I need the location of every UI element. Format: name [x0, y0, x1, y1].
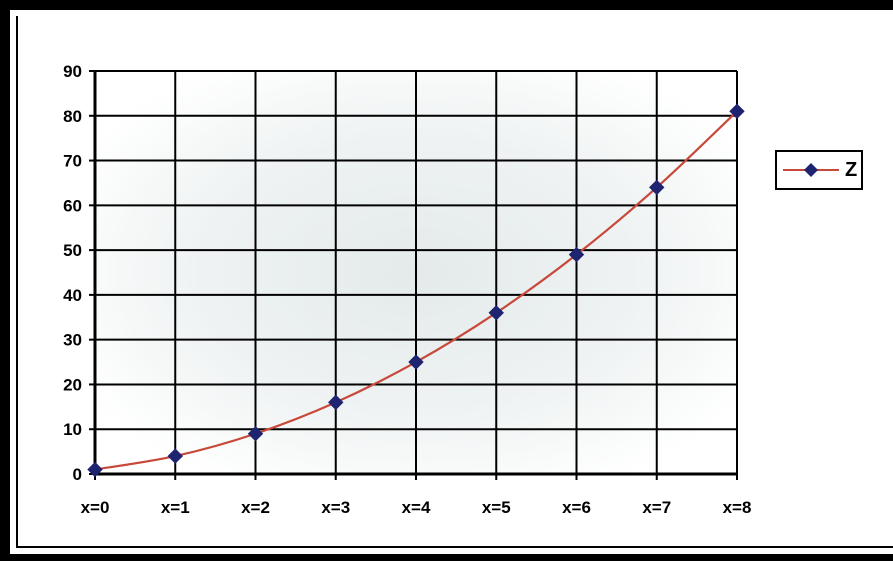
y-tick-label: 40 [63, 286, 82, 305]
data-point [488, 305, 504, 321]
x-tick-labels: x=0 x=1 x=2 x=3 x=4 x=5 x=6 x=7 x=8 [81, 498, 752, 517]
x-tick-label: x=2 [241, 498, 270, 517]
y-tick-label: 70 [63, 152, 82, 171]
legend-swatch [783, 163, 839, 177]
y-tick-label: 30 [63, 331, 82, 350]
y-tick-label: 50 [63, 241, 82, 260]
grid-lines [89, 70, 738, 480]
legend-series-name: Z [845, 159, 858, 181]
y-tick-label: 20 [63, 375, 82, 394]
y-tick-label: 80 [63, 107, 82, 126]
y-tick-label: 0 [73, 465, 82, 484]
x-tick-label: x=6 [562, 498, 591, 517]
x-tick-label: x=8 [723, 498, 752, 517]
chart-inner-border [16, 16, 893, 548]
legend: Z [775, 150, 863, 190]
x-tick-label: x=3 [321, 498, 350, 517]
x-tick-label: x=0 [81, 498, 110, 517]
y-tick-label: 60 [63, 196, 82, 215]
data-point [649, 179, 665, 196]
x-tick-label: x=4 [402, 498, 431, 517]
data-point [247, 425, 264, 442]
data-point [408, 354, 424, 370]
y-tick-labels: 0 10 20 30 40 50 60 70 80 90 [63, 62, 82, 484]
data-point [167, 448, 183, 464]
y-tick-label: 90 [63, 62, 82, 81]
y-tick-label: 10 [63, 420, 82, 439]
data-point [568, 246, 585, 263]
data-point [729, 103, 745, 120]
x-tick-label: x=1 [161, 498, 190, 517]
series-z [87, 103, 745, 478]
data-point [87, 461, 103, 478]
x-tick-label: x=5 [482, 498, 511, 517]
x-tick-label: x=7 [642, 498, 671, 517]
diamond-icon [804, 163, 818, 177]
data-point [328, 394, 344, 411]
